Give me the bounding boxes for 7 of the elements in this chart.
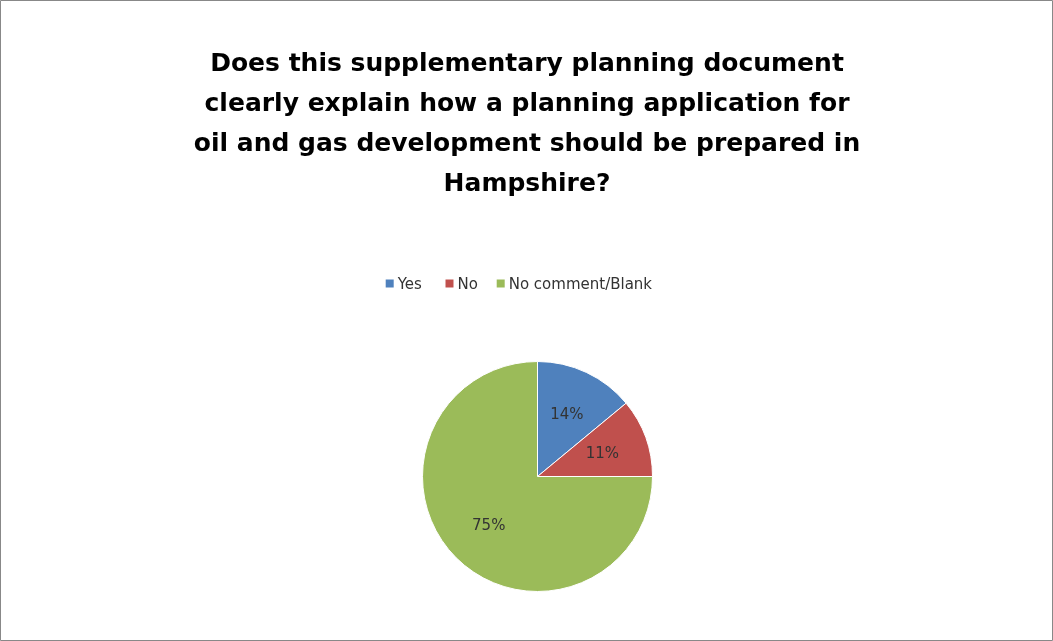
data-label: 11% bbox=[585, 444, 620, 463]
legend-label: No comment/Blank bbox=[508, 274, 653, 293]
data-label: 75% bbox=[472, 516, 506, 535]
legend-label: No bbox=[457, 274, 478, 293]
chart-title: Does this supplementary planning document clearly explain how a planning application for oil and gas development should be prepared in Hampshire? bbox=[193, 48, 861, 197]
legend-label: Yes bbox=[396, 274, 423, 293]
data-label: 14% bbox=[550, 405, 584, 424]
